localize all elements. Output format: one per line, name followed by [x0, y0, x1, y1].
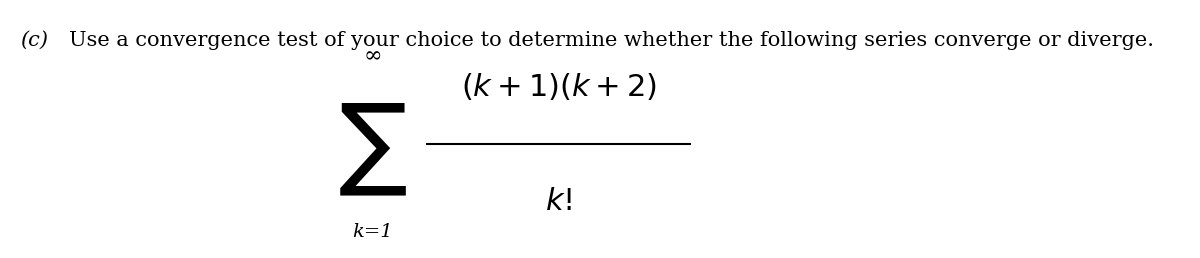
Text: Use a convergence test of your choice to determine whether the following series : Use a convergence test of your choice to… [68, 31, 1153, 50]
Text: $k!$: $k!$ [545, 186, 572, 217]
Text: (c): (c) [19, 31, 48, 50]
Text: $\sum$: $\sum$ [338, 102, 407, 198]
Text: $(k + 1)(k + 2)$: $(k + 1)(k + 2)$ [461, 72, 656, 103]
Text: ∞: ∞ [364, 46, 382, 68]
Text: k=1: k=1 [352, 223, 392, 241]
